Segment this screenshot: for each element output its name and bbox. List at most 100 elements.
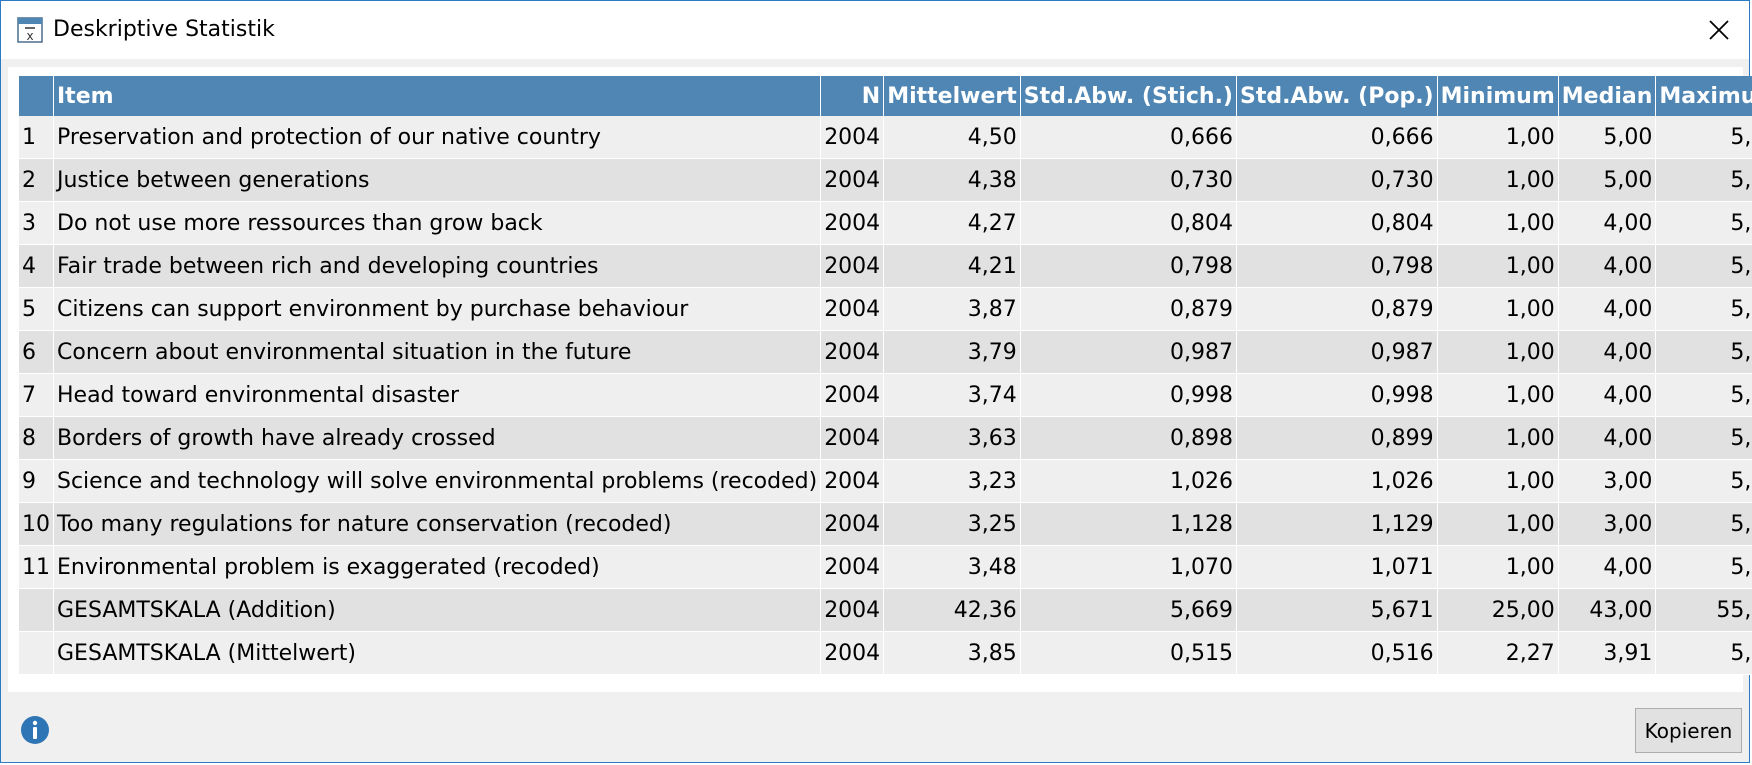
cell-mittelwert: 4,50: [883, 116, 1021, 159]
header-col-index[interactable]: [19, 76, 54, 116]
cell-index: 10: [19, 502, 54, 546]
cell-minimum: 1,00: [1437, 502, 1559, 546]
table-row[interactable]: 11 Environmental problem is exaggerated (…: [19, 545, 1752, 589]
statistics-table: Item N Mittelwert Std.Abw. (Stich.) Std.Abw.…: [19, 76, 1752, 675]
cell-index: 9: [19, 459, 54, 503]
cell-minimum: 1,00: [1437, 330, 1559, 374]
cell-item: Too many regulations for nature conserva…: [53, 502, 822, 546]
table-row[interactable]: 3 Do not use more ressources than grow ba…: [19, 201, 1752, 245]
cell-stdabw-pop: 1,129: [1236, 502, 1438, 546]
cell-stdabw-pop: 0,998: [1236, 373, 1438, 417]
cell-median: 3,00: [1558, 502, 1657, 546]
cell-mittelwert: 3,74: [883, 373, 1021, 417]
cell-mittelwert: 3,85: [883, 631, 1021, 675]
cell-median: 4,00: [1558, 244, 1657, 288]
cell-stdabw-pop: 0,730: [1236, 158, 1438, 202]
cell-median: 4,00: [1558, 201, 1657, 245]
cell-item: Citizens can support environment by purc…: [53, 287, 822, 331]
cell-n: 2004: [820, 416, 885, 460]
cell-n: 2004: [820, 588, 885, 632]
header-col-item[interactable]: Item: [53, 76, 822, 116]
header-col-median[interactable]: Median: [1558, 76, 1657, 116]
table-row[interactable]: 7 Head toward environmental disaster 2004 3…: [19, 373, 1752, 417]
cell-n: 2004: [820, 287, 885, 331]
cell-maximum: 5,00: [1655, 631, 1752, 675]
table-row[interactable]: GESAMTSKALA (Addition) 2004 42,36 5,669 5,67…: [19, 588, 1752, 632]
cell-maximum: 5,00: [1655, 416, 1752, 460]
cell-stdabw-stich: 0,898: [1020, 416, 1237, 460]
cell-index: [19, 631, 54, 675]
cell-median: 5,00: [1558, 116, 1657, 159]
cell-item: GESAMTSKALA (Mittelwert): [53, 631, 822, 675]
table-row[interactable]: 9 Science and technology will solve envir…: [19, 459, 1752, 503]
cell-mittelwert: 4,27: [883, 201, 1021, 245]
header-col-stdabw-stich[interactable]: Std.Abw. (Stich.): [1020, 76, 1237, 116]
header-col-maximum[interactable]: Maximum: [1655, 76, 1752, 116]
cell-index: 2: [19, 158, 54, 202]
header-col-minimum[interactable]: Minimum: [1437, 76, 1559, 116]
cell-maximum: 55,00: [1655, 588, 1752, 632]
table-row[interactable]: GESAMTSKALA (Mittelwert) 2004 3,85 0,515 0,5…: [19, 631, 1752, 675]
svg-text:x: x: [26, 29, 33, 43]
table-row[interactable]: 8 Borders of growth have already crossed 2…: [19, 416, 1752, 460]
cell-stdabw-pop: 0,899: [1236, 416, 1438, 460]
cell-median: 3,00: [1558, 459, 1657, 503]
cell-mittelwert: 3,79: [883, 330, 1021, 374]
cell-item: Fair trade between rich and developing c…: [53, 244, 822, 288]
results-panel: Item N Mittelwert Std.Abw. (Stich.) Std.Abw.…: [8, 67, 1752, 692]
table-row[interactable]: 2 Justice between generations 2004 4,38 0,73…: [19, 158, 1752, 202]
header-col-n[interactable]: N: [820, 76, 885, 116]
cell-mittelwert: 3,63: [883, 416, 1021, 460]
cell-mittelwert: 3,48: [883, 545, 1021, 589]
table-row[interactable]: 6 Concern about environmental situation i…: [19, 330, 1752, 374]
cell-index: 6: [19, 330, 54, 374]
cell-stdabw-pop: 0,804: [1236, 201, 1438, 245]
copy-button[interactable]: Kopieren: [1635, 708, 1742, 753]
cell-index: 3: [19, 201, 54, 245]
cell-minimum: 1,00: [1437, 459, 1559, 503]
cell-item: Concern about environmental situation in…: [53, 330, 822, 374]
cell-n: 2004: [820, 373, 885, 417]
cell-index: 11: [19, 545, 54, 589]
header-col-stdabw-pop[interactable]: Std.Abw. (Pop.): [1236, 76, 1438, 116]
cell-median: 4,00: [1558, 287, 1657, 331]
cell-maximum: 5,00: [1655, 116, 1752, 159]
cell-mittelwert: 3,25: [883, 502, 1021, 546]
cell-stdabw-stich: 0,879: [1020, 287, 1237, 331]
cell-stdabw-pop: 1,026: [1236, 459, 1438, 503]
cell-n: 2004: [820, 158, 885, 202]
cell-item: Justice between generations: [53, 158, 822, 202]
cell-stdabw-stich: 1,026: [1020, 459, 1237, 503]
cell-stdabw-stich: 1,070: [1020, 545, 1237, 589]
cell-maximum: 5,00: [1655, 158, 1752, 202]
cell-item: Borders of growth have already crossed: [53, 416, 822, 460]
close-button[interactable]: [1689, 1, 1749, 59]
cell-minimum: 1,00: [1437, 287, 1559, 331]
header-col-mittelwert[interactable]: Mittelwert: [883, 76, 1021, 116]
cell-index: 7: [19, 373, 54, 417]
table-row[interactable]: 5 Citizens can support environment by pur…: [19, 287, 1752, 331]
cell-stdabw-stich: 0,515: [1020, 631, 1237, 675]
cell-maximum: 5,00: [1655, 502, 1752, 546]
cell-median: 4,00: [1558, 373, 1657, 417]
cell-item: Science and technology will solve enviro…: [53, 459, 822, 503]
cell-mittelwert: 3,23: [883, 459, 1021, 503]
cell-minimum: 1,00: [1437, 244, 1559, 288]
table-row[interactable]: 4 Fair trade between rich and developing …: [19, 244, 1752, 288]
cell-stdabw-pop: 0,666: [1236, 116, 1438, 159]
cell-maximum: 5,00: [1655, 545, 1752, 589]
info-icon[interactable]: [20, 715, 50, 745]
cell-minimum: 1,00: [1437, 201, 1559, 245]
cell-n: 2004: [820, 545, 885, 589]
cell-minimum: 1,00: [1437, 416, 1559, 460]
cell-stdabw-stich: 0,998: [1020, 373, 1237, 417]
cell-stdabw-stich: 0,798: [1020, 244, 1237, 288]
cell-stdabw-pop: 5,671: [1236, 588, 1438, 632]
cell-n: 2004: [820, 631, 885, 675]
table-row[interactable]: 1 Preservation and protection of our nati…: [19, 116, 1752, 159]
cell-item: Preservation and protection of our nativ…: [53, 116, 822, 159]
cell-n: 2004: [820, 244, 885, 288]
table-row[interactable]: 10 Too many regulations for nature conser…: [19, 502, 1752, 546]
cell-mittelwert: 4,38: [883, 158, 1021, 202]
